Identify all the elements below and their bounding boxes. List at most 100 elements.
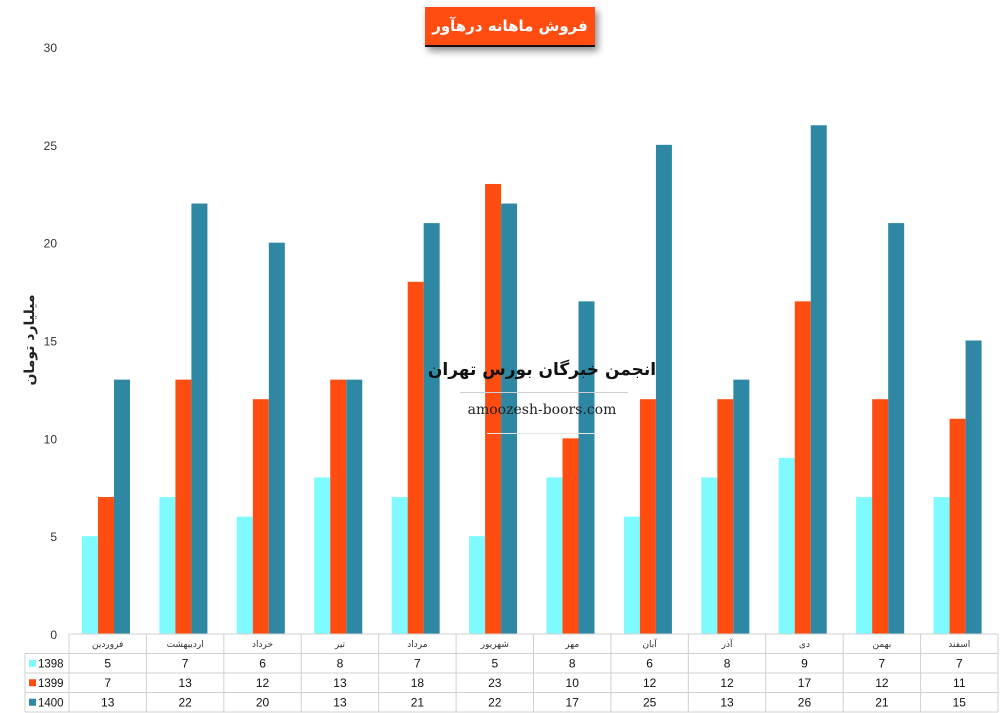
bar [701, 477, 718, 634]
bar [501, 203, 518, 635]
bar [314, 477, 331, 634]
data-table-value: 20 [256, 696, 270, 710]
legend-swatch [29, 659, 36, 667]
data-table-value: 12 [720, 676, 734, 690]
y-tick-label: 0 [50, 628, 57, 642]
data-table-value: 7 [879, 657, 886, 671]
y-tick-label: 15 [44, 335, 58, 349]
data-table-value: 13 [333, 676, 347, 690]
bar [469, 536, 486, 634]
bar [546, 477, 563, 634]
bar [159, 497, 176, 634]
bar [933, 497, 950, 634]
bar [98, 497, 114, 634]
category-label: آبان [642, 638, 657, 650]
bar [949, 418, 966, 634]
data-table-value: 13 [720, 696, 734, 710]
data-table-value: 11 [953, 676, 966, 690]
bar [639, 399, 656, 634]
y-tick-label: 30 [44, 41, 58, 55]
category-label: آذر [721, 638, 733, 650]
data-table-value: 17 [798, 676, 812, 690]
data-table-value: 22 [488, 696, 502, 710]
bar [872, 399, 889, 634]
data-table-value: 22 [178, 696, 192, 710]
y-tick-label: 25 [44, 139, 58, 153]
bar [778, 457, 795, 634]
data-table-value: 26 [798, 696, 812, 710]
bar [623, 516, 640, 634]
category-label: مرداد [407, 640, 427, 650]
bar [391, 497, 408, 634]
category-label: شهریور [480, 640, 509, 650]
data-table-value: 17 [566, 696, 580, 710]
data-table-value: 12 [875, 676, 889, 690]
category-label: مهر [564, 640, 579, 650]
legend-label: 1399 [38, 678, 64, 690]
y-tick-label: 20 [44, 237, 58, 251]
data-table-value: 13 [101, 696, 115, 710]
bar [965, 340, 982, 634]
watermark-divider [460, 392, 628, 393]
category-label: بهمن [873, 640, 892, 650]
bar [856, 497, 873, 634]
y-axis-label: میلیارد تومان [22, 294, 38, 386]
data-table-value: 7 [104, 676, 111, 690]
data-table-value: 25 [643, 696, 657, 710]
category-label: تیر [334, 640, 346, 650]
legend-swatch [29, 698, 36, 706]
bar [236, 516, 253, 634]
bar [655, 144, 672, 635]
data-table-value: 21 [875, 696, 889, 710]
data-table-value: 8 [337, 657, 344, 671]
bar [562, 438, 579, 634]
data-table-value: 21 [411, 696, 425, 710]
bar [717, 399, 734, 634]
data-table-value: 12 [256, 676, 270, 690]
watermark-title: انجمن خبرگان بورس تهران [427, 360, 657, 380]
bar [252, 399, 269, 634]
data-table-value: 7 [414, 657, 421, 671]
data-table-value: 5 [491, 657, 498, 671]
bar [407, 281, 424, 634]
bar [423, 223, 440, 634]
bar [346, 379, 363, 634]
category-label: خرداد [252, 640, 273, 650]
data-table-value: 10 [566, 676, 580, 690]
bar [794, 301, 811, 634]
legend-swatch [29, 679, 36, 687]
bar [888, 223, 905, 634]
data-table-value: 15 [953, 696, 967, 710]
category-label: اردیبهشت [167, 640, 204, 650]
bar [191, 203, 208, 635]
data-table-value: 23 [488, 676, 502, 690]
data-table-value: 8 [569, 657, 576, 671]
bar [268, 242, 285, 634]
data-table-value: 5 [104, 657, 111, 671]
data-table-value: 9 [801, 657, 808, 671]
legend-label: 1398 [38, 659, 64, 671]
bar [810, 125, 827, 635]
bar [330, 379, 347, 634]
chart-title: فروش ماهانه درهآور [425, 7, 595, 47]
bar [578, 301, 595, 634]
bar [175, 379, 192, 634]
y-tick-label: 10 [44, 432, 58, 446]
data-table-value: 6 [259, 657, 266, 671]
bar [733, 379, 750, 634]
data-table-value: 13 [333, 696, 347, 710]
data-table-value: 18 [411, 676, 425, 690]
legend-label: 1400 [38, 698, 64, 710]
watermark-divider-2 [487, 433, 597, 434]
data-table-value: 13 [178, 676, 192, 690]
data-table-value: 8 [724, 657, 731, 671]
data-table-value: 12 [643, 676, 657, 690]
bar [114, 379, 130, 634]
bar [485, 183, 502, 634]
y-tick-label: 5 [50, 530, 57, 544]
data-table-value: 7 [182, 657, 189, 671]
category-label: دی [799, 640, 810, 650]
data-table-value: 6 [646, 657, 653, 671]
data-table-value: 7 [956, 657, 963, 671]
